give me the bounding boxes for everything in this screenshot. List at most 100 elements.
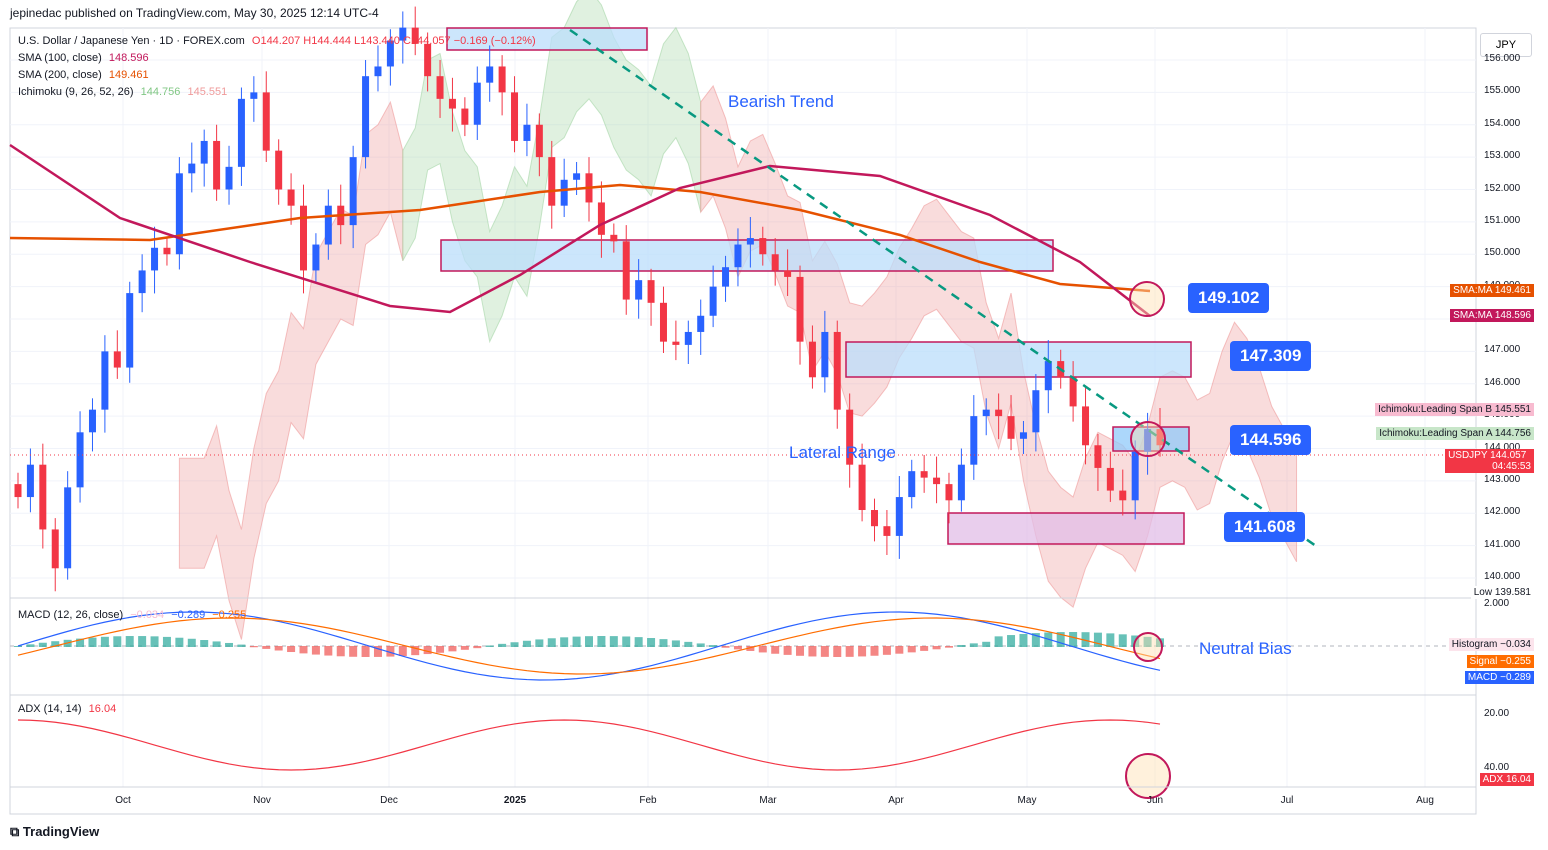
- candle-body: [349, 157, 357, 226]
- candle-body: [970, 416, 978, 465]
- macd-histogram-bar: [696, 643, 705, 647]
- candle-body: [486, 66, 494, 83]
- macd-histogram-bar: [684, 641, 693, 647]
- macd-histogram-bar: [982, 641, 991, 647]
- macd-histogram-bar: [200, 640, 209, 647]
- candle-body: [1069, 377, 1077, 407]
- macd-histogram-bar: [38, 642, 47, 647]
- y-tick-label: 153.000: [1484, 150, 1521, 162]
- candle-body: [300, 205, 307, 271]
- macd-histogram-bar: [1143, 636, 1152, 647]
- legend-macd[interactable]: MACD (12, 26, close) −0.034 −0.289 −0.25…: [18, 609, 250, 621]
- x-tick-label: Jun: [1146, 795, 1164, 806]
- x-tick-label: Feb: [639, 795, 657, 806]
- macd-histogram-bar: [287, 646, 296, 653]
- legend-sma200[interactable]: SMA (200, close) 149.461: [18, 69, 153, 81]
- macd-histogram-bar: [361, 646, 370, 657]
- candle-body: [1044, 361, 1052, 391]
- y-tick-label: 151.000: [1484, 214, 1521, 226]
- macd-hist-value: −0.034: [130, 609, 165, 621]
- macd-histogram-bar: [349, 646, 358, 657]
- candle-body: [659, 302, 667, 342]
- candle-body: [672, 341, 680, 345]
- macd-histogram-bar: [162, 636, 171, 647]
- macd-histogram-bar: [324, 646, 333, 656]
- legend-ichimoku[interactable]: Ichimoku (9, 26, 52, 26) 144.756 145.551: [18, 86, 231, 98]
- candle-body: [548, 157, 556, 206]
- tag-adx: ADX 16.04: [1479, 773, 1534, 786]
- candle-body: [76, 432, 84, 488]
- candle-body: [175, 173, 183, 255]
- legend-adx[interactable]: ADX (14, 14) 16.04: [18, 703, 120, 715]
- y-tick-label: 156.000: [1484, 53, 1521, 64]
- candle-body: [535, 124, 543, 158]
- macd-histogram-bar: [1007, 635, 1016, 647]
- sma100-value: 148.596: [108, 52, 149, 64]
- tag-span-a-label: Ichimoku:Leading Span A: [1379, 428, 1493, 439]
- macd-signal-value: −0.255: [212, 609, 247, 621]
- candle-body: [560, 179, 568, 206]
- tag-span-a: Ichimoku:Leading Span A 144.756: [1376, 427, 1534, 440]
- currency-button[interactable]: JPY: [1480, 33, 1532, 57]
- macd-histogram-bar: [175, 637, 184, 647]
- neutral-bias-label: Neutral Bias: [1199, 639, 1292, 658]
- macd-histogram-bar: [336, 646, 345, 657]
- lateral-range-label: Lateral Range: [789, 443, 896, 462]
- macd-histogram-bar: [1093, 632, 1102, 647]
- candle-body: [411, 27, 419, 44]
- legend-symbol[interactable]: U.S. Dollar / Japanese Yen · 1D · FOREX.…: [18, 35, 540, 47]
- y-tick-label: 152.000: [1484, 182, 1521, 194]
- macd-histogram-bar: [1156, 638, 1164, 647]
- candle-body: [945, 484, 953, 501]
- tag-signal-value: −0.255: [1500, 656, 1531, 667]
- ichimoku-b-value: 145.551: [187, 86, 228, 98]
- macd-histogram-bar: [659, 639, 668, 647]
- candle-body: [883, 526, 891, 536]
- candle-body: [424, 43, 432, 77]
- candle-body: [213, 140, 221, 190]
- macd-histogram-bar: [448, 646, 457, 652]
- macd-histogram-bar: [1056, 632, 1065, 647]
- candle-body: [610, 234, 618, 242]
- macd-histogram-bar: [522, 640, 531, 647]
- tag-sma100-value: 148.596: [1494, 310, 1531, 321]
- candle-body: [908, 471, 916, 498]
- zone-rect: [845, 341, 1192, 378]
- indicator-tick-label: 2.000: [1484, 598, 1510, 609]
- candle-body: [511, 92, 519, 141]
- candle-body: [1119, 490, 1127, 501]
- highlight-circle: [1129, 281, 1165, 317]
- y-tick-label: 143.000: [1484, 473, 1521, 485]
- level-box-147: 147.309: [1230, 341, 1312, 371]
- macd-histogram-bar: [473, 646, 482, 649]
- macd-histogram-bar: [262, 646, 271, 649]
- macd-histogram-bar: [373, 646, 382, 657]
- tag-countdown: 04:45:53: [1492, 461, 1531, 472]
- candle-body: [26, 464, 34, 498]
- macd-histogram-bar: [882, 646, 891, 655]
- tag-sma200: SMA:MA 149.461: [1450, 284, 1534, 297]
- candle-body: [982, 409, 990, 417]
- candle-body: [771, 254, 779, 271]
- tag-last-label: USDJPY: [1448, 450, 1488, 461]
- y-tick-label: 155.000: [1484, 85, 1521, 97]
- candle-body: [1106, 467, 1114, 491]
- candle-body: [200, 140, 208, 164]
- macd-histogram-bar: [225, 642, 234, 647]
- tag-hist-label: Histogram: [1451, 639, 1498, 650]
- macd-label: MACD (12, 26, close): [18, 609, 124, 621]
- x-tick-label: Aug: [1416, 795, 1434, 806]
- zone-rect: [446, 27, 648, 51]
- candle-body: [237, 98, 245, 167]
- legend-sma100[interactable]: SMA (100, close) 148.596: [18, 52, 153, 64]
- macd-histogram-bar: [597, 636, 606, 647]
- x-tick-label: Jul: [1280, 795, 1294, 806]
- macd-histogram-bar: [932, 646, 941, 650]
- macd-histogram-bar: [833, 646, 842, 657]
- macd-histogram-bar: [858, 646, 867, 657]
- candle-body: [262, 92, 270, 151]
- tag-last-price: USDJPY 144.057 04:45:53: [1445, 449, 1534, 473]
- macd-histogram-bar: [125, 636, 134, 647]
- adx-pane: [17, 719, 1161, 771]
- macd-histogram-bar: [237, 644, 246, 647]
